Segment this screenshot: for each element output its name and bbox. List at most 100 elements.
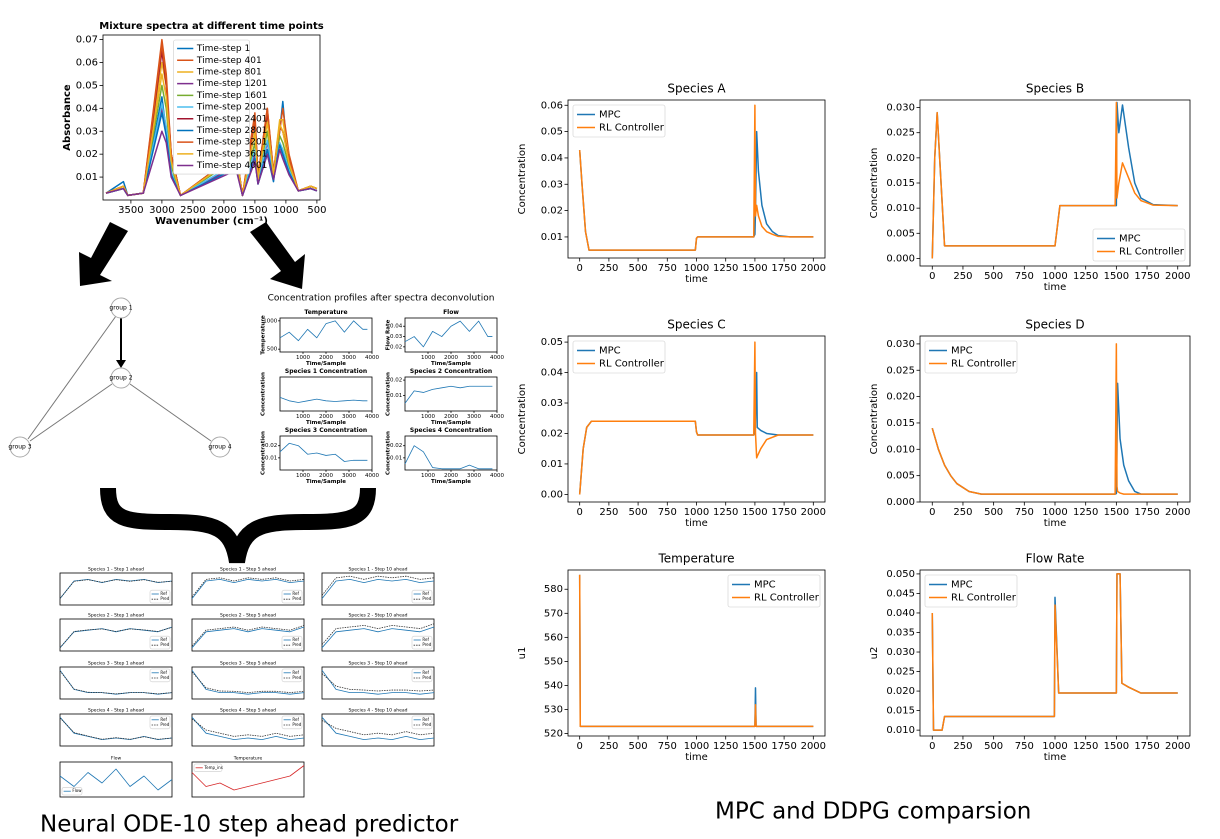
x-tick-label: 1000 (421, 473, 435, 479)
x-tick-label: 1000 (1042, 741, 1067, 752)
series-line (404, 320, 493, 348)
y-tick-label: 0.020 (886, 153, 915, 164)
x-tick-label: 2000 (444, 414, 458, 420)
legend-label: Time-step 2401 (196, 114, 268, 124)
x-tick-label: 0 (929, 507, 935, 518)
x-axis-label: time (1044, 752, 1067, 763)
arrow-left (79, 222, 128, 286)
plot-frame (102, 34, 321, 201)
graph (9, 297, 231, 458)
chart-title: Flow (111, 755, 122, 761)
series-line (321, 669, 435, 695)
x-tick-label: 1250 (1073, 507, 1098, 518)
arrowhead (116, 360, 126, 368)
x-tick-label: 2000 (1165, 741, 1190, 752)
y-tick-label: 0.020 (886, 686, 915, 697)
y-tick-label: 580 (544, 584, 563, 595)
chart-title: Temperature (233, 755, 263, 761)
x-tick-label: 1000 (421, 414, 435, 420)
chart-title: Species 2 Concentration (410, 368, 492, 375)
x-tick-label: 250 (953, 741, 972, 752)
legend-label: Pred (292, 722, 301, 727)
legend-label: Pred (160, 722, 169, 727)
x-tick-label: 1750 (1134, 271, 1159, 282)
legend-box (149, 668, 171, 683)
legend-box (411, 589, 433, 604)
series-line (321, 623, 435, 645)
y-tick-label: 0.01 (76, 172, 98, 183)
series-line (279, 397, 368, 403)
x-tick-label: 1500 (1104, 741, 1129, 752)
x-tick-label: 1000 (273, 205, 298, 216)
series-line (59, 579, 173, 599)
legend-label: Pred (160, 596, 169, 601)
legend-label: Time-step 1201 (196, 79, 268, 89)
y-tick-label: 0.01 (390, 393, 402, 399)
y-axis-label: Concentration (261, 372, 267, 416)
x-tick-label: 3000 (467, 414, 481, 420)
x-tick-label: 1500 (1104, 271, 1129, 282)
x-axis-label: Time/Sample (306, 361, 346, 367)
y-tick-label: 0.02 (541, 206, 563, 217)
legend-label: Time-step 4001 (196, 161, 268, 171)
legend-label: Time-step 1601 (196, 91, 268, 101)
x-tick-label: 4000 (490, 473, 504, 479)
y-tick-label: 0.045 (886, 588, 915, 599)
legend-box (411, 635, 433, 650)
x-tick-label: 250 (953, 507, 972, 518)
x-tick-label: 1750 (1134, 741, 1159, 752)
y-tick-label: 0.015 (886, 418, 915, 429)
legend-box (411, 668, 433, 683)
legend-label: Ref (160, 637, 167, 642)
chart-title: Species 2 - Step 1 ahead (88, 612, 144, 618)
x-axis-label: time (685, 518, 708, 529)
y-tick-label: 0.030 (886, 647, 915, 658)
x-tick-label: 2000 (319, 355, 333, 361)
x-tick-label: 250 (953, 271, 972, 282)
x-tick-label: 750 (1015, 741, 1034, 752)
x-tick-label: 1000 (684, 263, 709, 274)
node (9, 436, 31, 458)
x-tick-label: 1750 (771, 507, 796, 518)
x-axis-label: Time/Sample (431, 361, 471, 367)
series-line (191, 669, 305, 695)
y-tick-label: 0.025 (886, 365, 915, 376)
brace (100, 487, 376, 564)
y-tick-label: 0.015 (886, 706, 915, 717)
legend-label: MPC (951, 580, 973, 591)
x-axis-label: Wavenumber (cm⁻¹) (155, 216, 268, 227)
legend-label: RL Controller (951, 593, 1017, 604)
chart-title: Flow (443, 309, 459, 316)
legend-box (281, 635, 303, 650)
legend-label: Ref (422, 670, 429, 675)
y-tick-label: 0.030 (886, 339, 915, 350)
x-tick-label: 4000 (490, 414, 504, 420)
legend-label: RL Controller (1119, 247, 1185, 258)
legend-label: Pred (422, 722, 431, 727)
legend-label: RL Controller (951, 359, 1017, 370)
legend-label: Ref (292, 717, 299, 722)
legend-label: Pred (422, 642, 431, 647)
series-line (191, 577, 305, 598)
y-tick-label: 0.010 (886, 444, 915, 455)
legend-box (411, 715, 433, 730)
x-tick-label: 3000 (342, 414, 356, 420)
y-tick-label: 0.05 (541, 127, 563, 138)
x-tick-label: 1250 (713, 741, 738, 752)
y-tick-label: 0.04 (541, 368, 563, 379)
legend-label: Pred (292, 596, 301, 601)
node-label: group 2 (109, 375, 132, 382)
legend-box (1092, 228, 1186, 262)
series-line (191, 626, 305, 649)
plot-frame (191, 666, 305, 700)
plot-frame (59, 572, 173, 606)
y-tick-label: 0.07 (76, 35, 98, 46)
x-tick-label: 1250 (1073, 271, 1098, 282)
x-tick-label: 500 (984, 507, 1003, 518)
y-tick-label: 0.000 (886, 497, 915, 508)
legend-box (281, 668, 303, 683)
legend-label: MPC (599, 110, 621, 121)
series-line (279, 320, 368, 342)
series-line (191, 716, 305, 740)
x-axis-label: time (685, 274, 708, 285)
